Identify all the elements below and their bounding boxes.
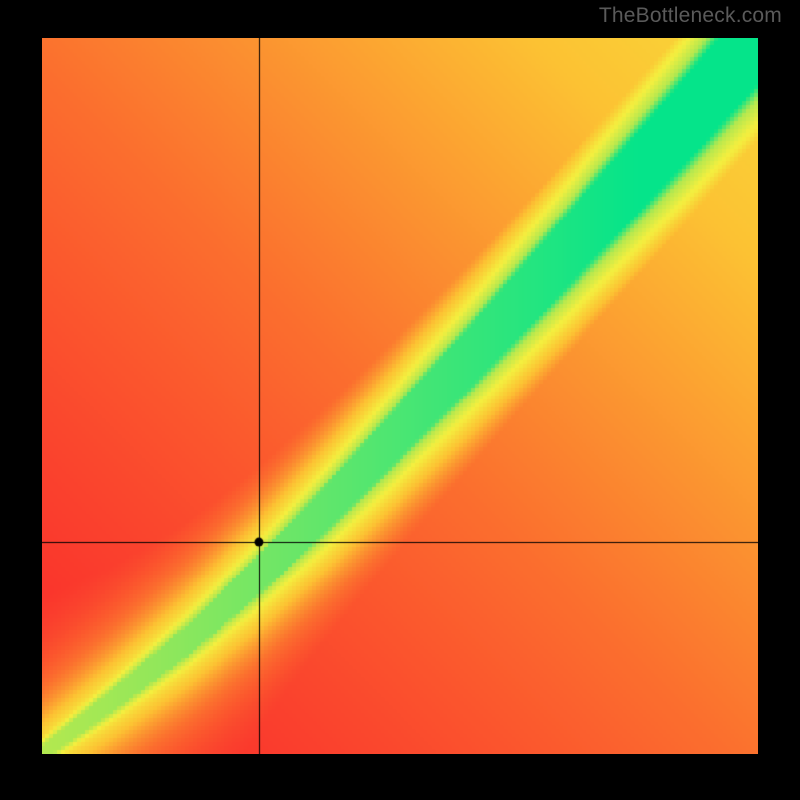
watermark-text: TheBottleneck.com — [599, 4, 782, 28]
heatmap-plot — [42, 38, 758, 754]
heatmap-canvas — [42, 38, 758, 754]
chart-container: TheBottleneck.com — [0, 0, 800, 800]
